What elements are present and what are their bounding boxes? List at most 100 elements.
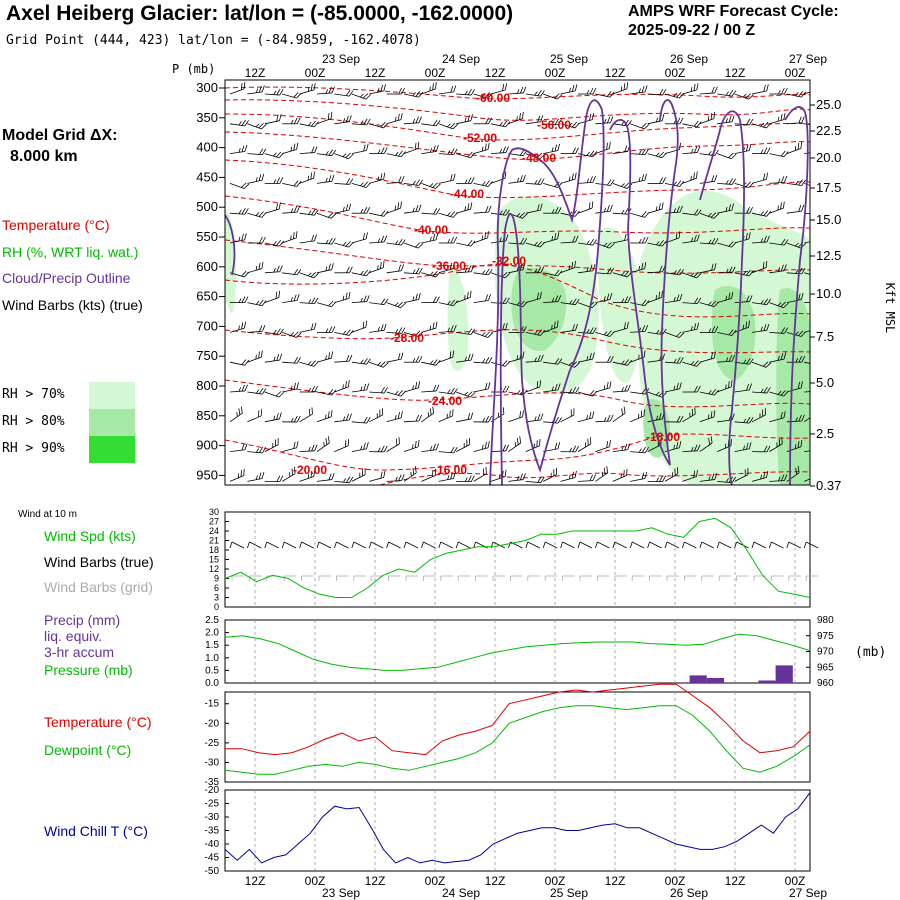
wind-barb [299,297,319,305]
wind-barb [734,383,752,393]
height-tick-label: 12.5 [816,248,841,263]
wind-barb [334,476,354,484]
wind-barb [543,207,562,214]
pressure-tick-label: 700 [196,318,218,333]
legend-rh80-swatch [89,409,135,436]
legend-accum: 3-hr accum [44,644,115,660]
wind-barb [282,142,299,154]
wind-barb [525,89,545,97]
wind-barb [403,381,421,393]
pressure-tick-label: 300 [196,80,218,95]
wind-barb [351,181,372,188]
wind-barb [525,329,545,336]
wind-barb [264,177,284,184]
top-time-tick-label: 00Z [665,66,686,80]
y-tick-label: 9 [214,574,219,584]
wind-barb [351,416,371,424]
wind-barb [438,471,456,482]
bottom-date-label: 27 Sep [789,886,827,900]
wind-barb [560,147,579,155]
wind-barb [438,350,455,363]
wind-barb [421,119,441,127]
wind-barb [438,173,456,184]
bottom-time-tick-label: 00Z [545,874,566,888]
rh70-area-a [447,265,469,371]
wind-barb [804,212,810,215]
wind-barb [317,326,336,333]
wind-barb [751,298,771,306]
wind-barb [473,357,493,364]
y-tick-label: 6 [214,583,219,593]
pressure-tick-label: 850 [196,408,218,423]
wind-barb [769,437,783,452]
temperature-contours [225,86,810,485]
wind-barb [804,239,810,244]
wind-barb [386,327,406,334]
wind-barb [769,87,788,95]
wind-barb [369,210,389,217]
wind-barb [264,240,284,247]
wind-barb [595,381,612,393]
wind-barb [595,91,615,98]
wind-barb [769,150,789,158]
wind-barb [386,474,405,482]
wind-barb [299,407,313,423]
wind-barb [786,466,800,482]
wind-barb [456,412,474,423]
isotherm-label-52: -52.00 [463,131,497,145]
wind-barb [369,147,388,155]
wind-barb [734,143,752,154]
wind10-barb-grid [405,575,418,581]
wind-barb [577,238,597,246]
wind-barb [316,473,335,482]
wind-barb [664,268,684,276]
wind-barb-field [229,82,810,484]
y-tick-label: -35 [205,777,220,788]
wind-barb [577,176,596,184]
wind-barb [438,387,458,395]
wind10-barb-true [264,541,279,549]
wind-barb [804,272,810,278]
isotherm-56 [225,99,810,121]
wind-barb [282,415,301,423]
wind10-barb-grid [475,575,488,581]
wind-barb [543,467,557,482]
wind-barb [543,295,562,303]
wind-barb [508,263,526,274]
wind10-barb-true [525,541,540,549]
temp-dewpoint-panel: -35 -30 -25 -20 -15 [205,683,811,788]
wind-barb [786,91,806,98]
wind-barb [351,93,372,100]
wind-barb [751,386,771,394]
wind-barb [229,182,250,189]
wind-barb [351,295,370,303]
bottom-date-label: 26 Sep [670,886,708,900]
wind-barb [508,436,522,452]
wind-barb [247,123,267,130]
height-tick-label: 7.5 [816,329,834,344]
wind-barb [682,209,702,216]
wind-barb [595,356,614,363]
wind-barb [334,329,354,336]
wind-barb [386,352,404,363]
pressure-tick-label: 650 [196,289,218,304]
wind-barb [438,236,458,244]
legend-rh90-swatch [89,436,135,463]
wind10-barb-true [682,541,697,549]
wind10-barb-grid [614,575,627,581]
height-tick-label: 10.0 [816,286,841,301]
wind-barb [403,242,424,249]
wind-barb [386,176,405,184]
wind-barb [282,382,299,393]
wind-barb [682,272,702,279]
wind10-barb-grid [527,575,540,581]
wind10-barb-true [734,541,749,549]
height-tick-label: 17.5 [816,180,841,195]
wind-barb [229,321,247,333]
wind-barb [630,85,648,95]
wind-barb [734,358,754,365]
legend-rh: RH (%, WRT liq. wat.) [2,244,139,260]
isotherm-36 [225,239,810,274]
wind10-barb-true [421,541,436,549]
